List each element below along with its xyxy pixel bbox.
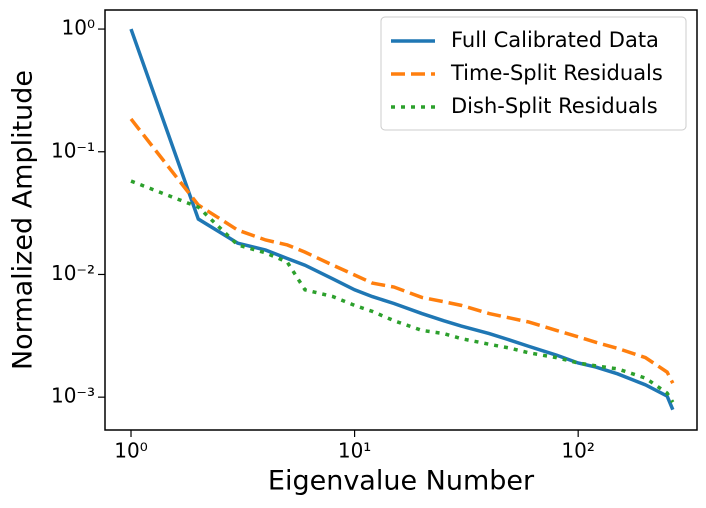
x-tick-label: 10² bbox=[561, 439, 594, 463]
plot-frame bbox=[104, 9, 698, 431]
series-line bbox=[129, 117, 675, 384]
series-line bbox=[129, 28, 675, 411]
y-axis-label: Normalized Amplitude bbox=[8, 70, 39, 370]
x-tick-label: 10⁰ bbox=[114, 439, 147, 463]
series-line bbox=[130, 179, 675, 404]
x-axis-label: Eigenvalue Number bbox=[268, 466, 535, 497]
legend-box bbox=[380, 16, 687, 131]
x-tick-label: 10¹ bbox=[338, 439, 371, 463]
y-tick-label: 10⁻³ bbox=[51, 384, 95, 408]
y-tick-label: 10⁻² bbox=[51, 261, 95, 285]
y-tick-label: 10⁻¹ bbox=[51, 138, 95, 162]
legend-label: Full Calibrated Data bbox=[451, 28, 659, 52]
y-tick-label: 10⁰ bbox=[62, 16, 95, 40]
legend-label: Time-Split Residuals bbox=[450, 61, 663, 85]
legend-label: Dish-Split Residuals bbox=[451, 94, 658, 118]
